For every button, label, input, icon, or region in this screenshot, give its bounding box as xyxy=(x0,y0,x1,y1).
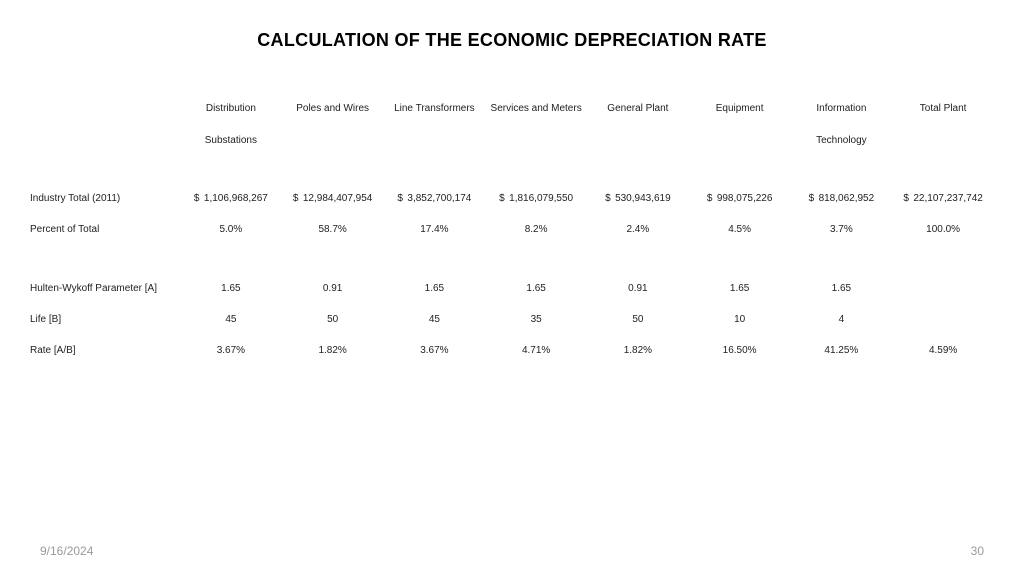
footer-page-number: 30 xyxy=(971,544,984,558)
cell: 3.7% xyxy=(791,214,893,245)
cell: $998,075,226 xyxy=(689,183,791,214)
cell xyxy=(892,304,994,335)
cell: 4.5% xyxy=(689,214,791,245)
cell: 5.0% xyxy=(180,214,282,245)
col-header: Equipment xyxy=(689,101,791,155)
row-label: Industry Total (2011) xyxy=(30,183,180,214)
cell: 3.67% xyxy=(180,335,282,366)
cell: 0.91 xyxy=(587,273,689,304)
cell: 50 xyxy=(282,304,384,335)
cell: 100.0% xyxy=(892,214,994,245)
cell: 1.65 xyxy=(791,273,893,304)
cell: 45 xyxy=(180,304,282,335)
table-row: Rate [A/B] 3.67% 1.82% 3.67% 4.71% 1.82%… xyxy=(30,335,994,366)
cell: 0.91 xyxy=(282,273,384,304)
cell: 45 xyxy=(384,304,486,335)
col-header: General Plant xyxy=(587,101,689,155)
col-header: Line Transformers xyxy=(384,101,486,155)
cell: $1,106,968,267 xyxy=(180,183,282,214)
row-label: Rate [A/B] xyxy=(30,335,180,366)
cell: 1.65 xyxy=(384,273,486,304)
cell xyxy=(892,273,994,304)
cell: 10 xyxy=(689,304,791,335)
table-row: Percent of Total 5.0% 58.7% 17.4% 8.2% 2… xyxy=(30,214,994,245)
cell: 1.65 xyxy=(180,273,282,304)
depreciation-table: DistributionSubstations Poles and Wires … xyxy=(30,101,994,366)
col-header: Total Plant xyxy=(892,101,994,155)
col-header: Services and Meters xyxy=(485,101,587,155)
col-header: Poles and Wires xyxy=(282,101,384,155)
cell: 16.50% xyxy=(689,335,791,366)
cell: 4.71% xyxy=(485,335,587,366)
cell: 50 xyxy=(587,304,689,335)
cell: 17.4% xyxy=(384,214,486,245)
cell: $3,852,700,174 xyxy=(384,183,486,214)
table-header-row: DistributionSubstations Poles and Wires … xyxy=(30,101,994,155)
cell: 1.82% xyxy=(282,335,384,366)
col-header: DistributionSubstations xyxy=(180,101,282,155)
footer-date: 9/16/2024 xyxy=(40,544,93,558)
cell: 1.82% xyxy=(587,335,689,366)
table-row: Life [B] 45 50 45 35 50 10 4 xyxy=(30,304,994,335)
cell: $530,943,619 xyxy=(587,183,689,214)
cell: $818,062,952 xyxy=(791,183,893,214)
col-header: InformationTechnology xyxy=(791,101,893,155)
cell: 58.7% xyxy=(282,214,384,245)
cell: 3.67% xyxy=(384,335,486,366)
cell: $1,816,079,550 xyxy=(485,183,587,214)
cell: 2.4% xyxy=(587,214,689,245)
cell: 4 xyxy=(791,304,893,335)
table-row: Industry Total (2011) $1,106,968,267 $12… xyxy=(30,183,994,214)
cell: 35 xyxy=(485,304,587,335)
cell: $12,984,407,954 xyxy=(282,183,384,214)
row-label: Percent of Total xyxy=(30,214,180,245)
row-label: Hulten-Wykoff Parameter [A] xyxy=(30,273,180,304)
row-label: Life [B] xyxy=(30,304,180,335)
cell: 4.59% xyxy=(892,335,994,366)
cell: 41.25% xyxy=(791,335,893,366)
cell: 1.65 xyxy=(689,273,791,304)
cell: $22,107,237,742 xyxy=(892,183,994,214)
page-title: CALCULATION OF THE ECONOMIC DEPRECIATION… xyxy=(30,30,994,51)
cell: 1.65 xyxy=(485,273,587,304)
table-row: Hulten-Wykoff Parameter [A] 1.65 0.91 1.… xyxy=(30,273,994,304)
cell: 8.2% xyxy=(485,214,587,245)
